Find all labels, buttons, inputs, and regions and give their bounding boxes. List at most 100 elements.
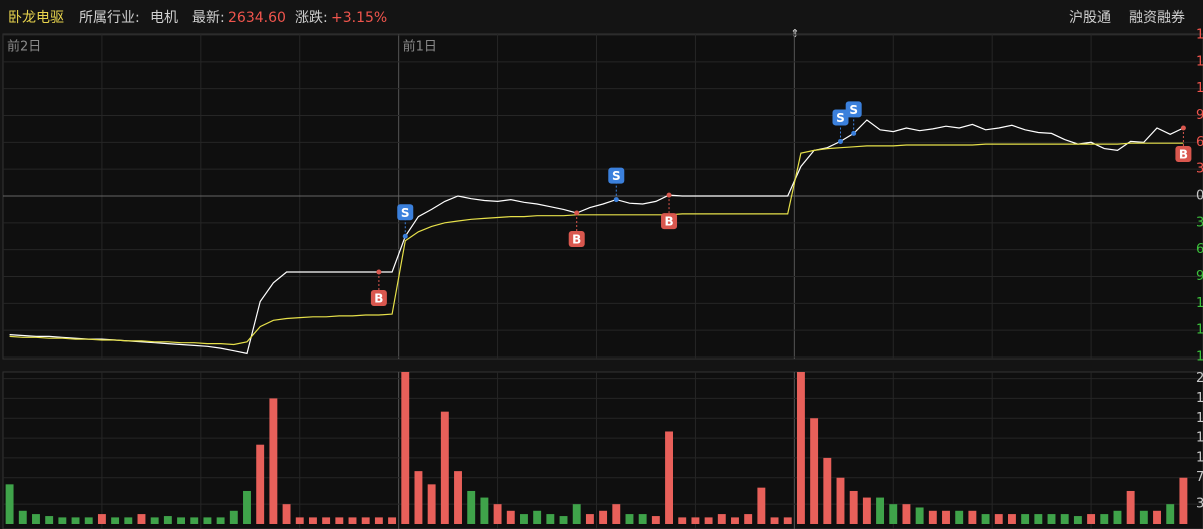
volume-bar [796,372,805,524]
latest-price: 2634.60 [228,10,286,26]
y-tick-label: 0 [1196,189,1203,204]
y-tick-label: 9 [1196,269,1203,284]
volume-bar [1007,514,1016,524]
volume-bar [216,517,225,524]
volume-bar [810,418,819,524]
industry-label: 所属行业: [79,10,140,26]
volume-bar [190,517,199,524]
volume-bar [928,510,937,524]
volume-bar [744,514,753,524]
volume-bar [612,504,621,524]
volume-bar [599,510,608,524]
volume-bar [572,504,581,524]
signal-text: S [612,169,621,183]
change-label: 涨跌: [295,10,328,26]
link[interactable]: 融资融券 [1129,10,1185,26]
volume-bar [717,514,726,524]
volume-bar [691,517,700,524]
volume-bar [18,510,27,524]
signal-badge [832,109,849,126]
signal-dot [666,192,672,198]
volume-bar [84,517,93,524]
signal-badge [1175,146,1192,163]
volume-bar [968,510,977,524]
volume-bar [704,517,713,524]
signal-dot [402,233,408,239]
latest-label: 最新: [192,10,225,26]
day-label: 前2日 [7,39,41,55]
volume-bar [1166,504,1175,524]
y-tick-label: 3 [1196,162,1203,177]
volume-bar [361,517,370,524]
signal-dot [574,210,580,216]
volume-bar [506,510,515,524]
y-tick-label: 1 [1196,81,1203,96]
volume-bar [401,372,410,524]
signal-dot [1180,125,1186,131]
day-label: 前1日 [403,39,437,55]
volume-bar [269,398,278,524]
y-tick-label: 1 [1196,350,1203,365]
volume-bar [1100,514,1109,524]
volume-bar [1047,514,1056,524]
y-tick-label: 1 [1196,296,1203,311]
volume-bar [1139,510,1148,524]
volume-bar [585,514,594,524]
volume-bar [348,517,357,524]
volume-bar [493,504,502,524]
signal-text: S [849,103,858,117]
volume-bar [177,517,186,524]
volume-bar [45,516,54,524]
signal-text: B [664,215,673,229]
y-tick-label: 3 [1196,497,1203,512]
volume-bar [533,510,542,524]
y-tick-label: 1 [1196,391,1203,406]
volume-bar [111,517,120,524]
signal-text: S [401,206,410,220]
volume-bar [1113,510,1122,524]
volume-bar [1087,514,1096,524]
volume-bar [137,514,146,524]
y-tick-label: 1 [1196,431,1203,446]
volume-bar [955,510,964,524]
y-tick-label: 1 [1196,28,1203,43]
industry[interactable]: 电机 [150,10,178,26]
signal-text: B [1179,148,1188,162]
stock-name[interactable]: 卧龙电驱 [8,10,64,26]
volume-bar [1073,516,1082,524]
volume-bar [1126,490,1135,524]
volume-bar [902,504,911,524]
y-tick-label: 7 [1196,470,1203,485]
y-tick-label: 3 [1196,215,1203,230]
signal-badge [608,167,625,184]
volume-bar [335,517,344,524]
y-tick-label: 2 [1196,371,1203,386]
resize-handle[interactable]: ⇕ [790,27,799,40]
volume-bar [783,517,792,524]
y-tick-label: 1 [1196,450,1203,465]
volume-bar [823,457,832,524]
volume-bar [282,504,291,524]
volume-bar [322,517,331,524]
volume-bar [454,471,462,524]
volume-bar [414,471,423,524]
volume-bar [243,490,251,524]
volume-bar [58,517,67,524]
volume-bar [32,514,40,524]
signal-badge [568,230,585,247]
volume-bar [731,517,739,524]
volume-bar [942,510,950,524]
volume-bar [229,510,238,524]
signal-text: B [572,232,581,246]
volume-bar [1179,477,1188,524]
volume-bar [295,517,304,524]
volume-bar [1153,510,1161,524]
volume-bar [889,504,898,524]
signal-dot [613,197,619,203]
volume-bar [757,487,766,524]
volume-bar [427,484,436,524]
price-line [9,142,1184,346]
link[interactable]: 沪股通 [1069,10,1111,26]
